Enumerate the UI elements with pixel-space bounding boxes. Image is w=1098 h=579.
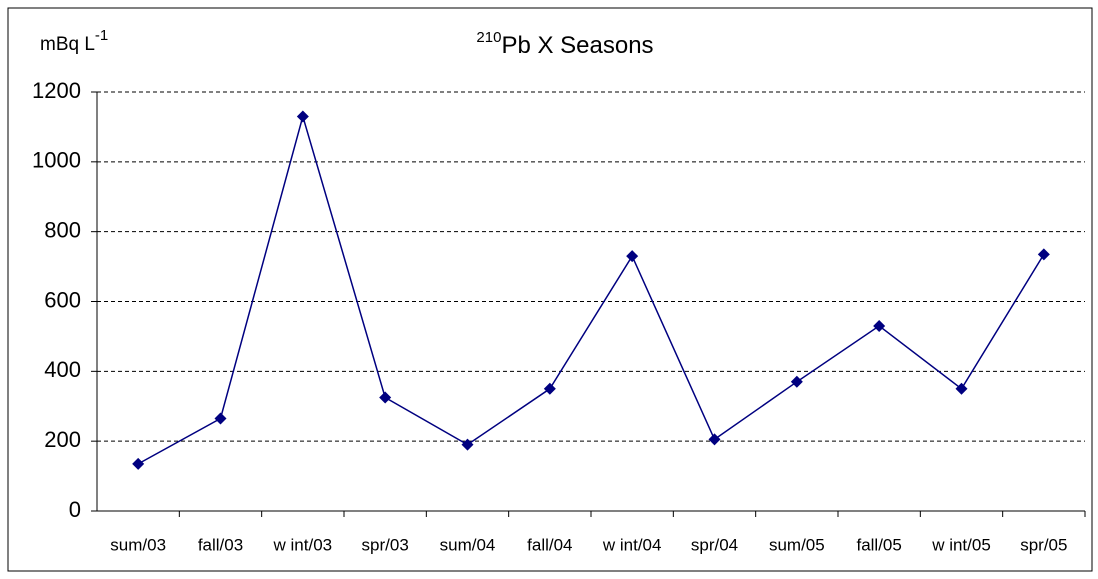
x-tick-label: fall/05 [856,535,901,554]
data-point [626,250,639,263]
x-tick-label: spr/05 [1020,535,1067,554]
y-label-text: mBq L [40,34,95,55]
x-tick-label: sum/03 [110,535,166,554]
x-tick-label: sum/05 [769,535,825,554]
data-point [708,433,721,446]
x-tick-label: w int/04 [602,535,662,554]
y-tick-label: 1000 [32,148,81,173]
data-point [461,438,474,451]
y-tick-label: 600 [44,287,81,312]
x-tick-label: w int/03 [273,535,333,554]
data-point [132,457,145,470]
x-tick-label: sum/04 [440,535,496,554]
data-point [955,382,968,395]
y-tick-label: 200 [44,427,81,452]
y-tick-label: 1200 [32,78,81,103]
series-line [137,113,1045,465]
data-point [790,375,803,388]
chart-border [7,7,1093,572]
data-point [873,319,886,332]
y-axis-label: mBq L-1 [40,27,108,55]
data-point [214,412,227,425]
y-tick-label: 400 [44,357,81,382]
data-point [379,391,392,404]
x-tick-label: fall/04 [527,535,572,554]
title-superscript: 210 [476,29,501,46]
x-tick-label: w int/05 [931,535,991,554]
x-tick-label: spr/04 [691,535,738,554]
data-point [296,110,309,123]
title-text: Pb X Seasons [501,32,653,59]
x-tick-label: spr/03 [362,535,409,554]
chart-title: 210Pb X Seasons [476,29,653,59]
data-point [543,382,556,395]
x-tick-label: fall/03 [198,535,243,554]
y-tick-label: 0 [69,497,81,522]
y-tick-label: 800 [44,217,81,242]
data-point [1037,248,1050,261]
y-label-superscript: -1 [95,27,108,44]
